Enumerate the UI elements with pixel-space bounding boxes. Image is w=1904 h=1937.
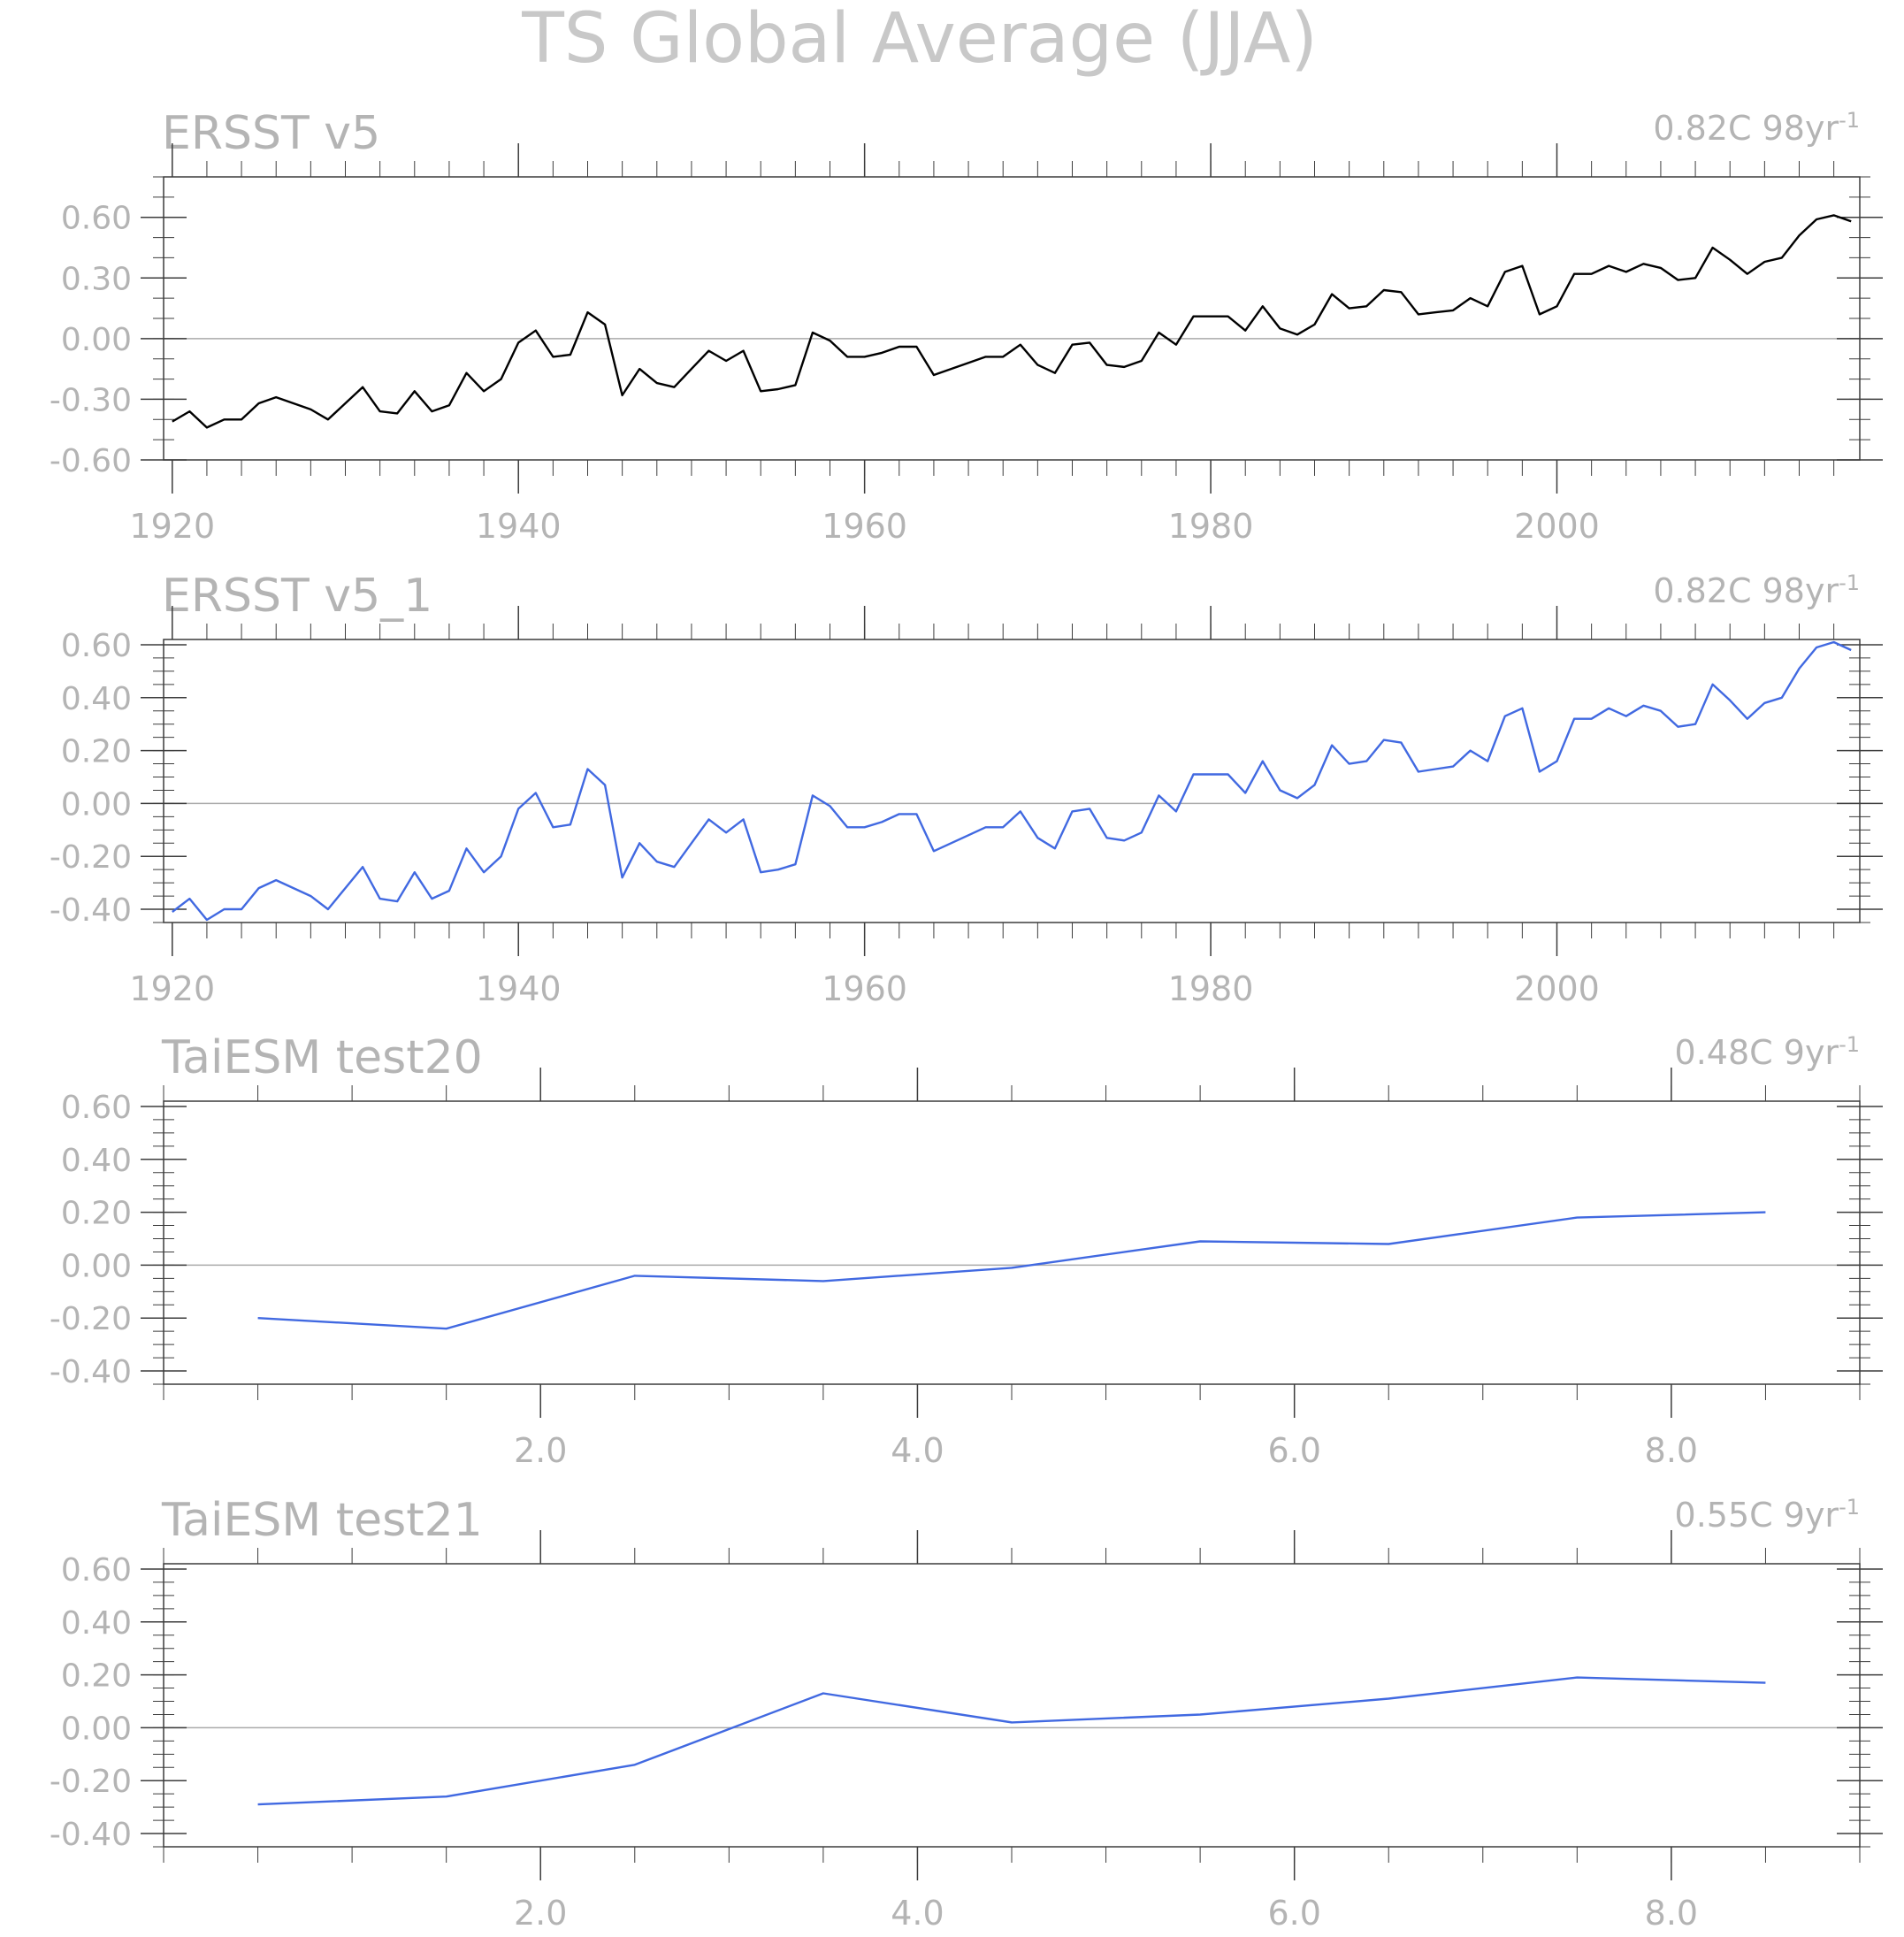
- series-line: [172, 640, 1852, 922]
- trend-annotation: 0.82C 98yr-1: [1653, 570, 1860, 610]
- x-tick-label: 6.0: [1267, 1431, 1320, 1470]
- y-tick-label: 0.20: [61, 734, 132, 770]
- x-tick-label: 1920: [129, 969, 215, 1008]
- y-tick-label: 0.20: [61, 1658, 132, 1695]
- plot-frame: [163, 1563, 1861, 1848]
- plot-frame: [163, 639, 1861, 923]
- x-tick-label: 1920: [129, 507, 215, 546]
- y-tick-label: 0.60: [61, 1552, 132, 1589]
- panel-title: ERSST v5_1: [162, 570, 432, 623]
- trend-annotation: 0.82C 98yr-1: [1653, 108, 1860, 148]
- y-tick-label: -0.20: [50, 1764, 132, 1800]
- y-tick-label: -0.40: [50, 1817, 132, 1853]
- trend-annotation: 0.55C 9yr-1: [1675, 1495, 1860, 1535]
- x-tick-label: 2.0: [514, 1431, 567, 1470]
- panels: ERSST v5 0.82C 98yr-1 -0.60 -0.30 0.00 0.30 0.…: [50, 107, 1883, 1933]
- y-tick-label: 0.00: [61, 322, 132, 358]
- trend-annotation: 0.48C 9yr-1: [1675, 1032, 1860, 1072]
- x-tick-label: 2000: [1514, 969, 1600, 1008]
- y-tick-label: 0.40: [61, 1605, 132, 1642]
- y-tick-label: -0.60: [50, 443, 132, 479]
- y-tick-label: 0.60: [61, 628, 132, 664]
- figure-title: TS Global Average (JJA): [521, 0, 1318, 79]
- y-tick-label: 0.00: [61, 786, 132, 823]
- y-tick-label: 0.40: [61, 1143, 132, 1179]
- y-tick-label: -0.30: [50, 382, 132, 418]
- series-line: [172, 214, 1852, 429]
- x-tick-label: 1960: [822, 969, 907, 1008]
- y-tick-label: 0.00: [61, 1248, 132, 1284]
- chart-panel-2: ERSST v5_1 0.82C 98yr-1 -0.40 -0.20 0.00 0.20…: [50, 570, 1883, 1008]
- y-tick-label: -0.20: [50, 1301, 132, 1337]
- x-tick-label: 8.0: [1645, 1894, 1698, 1933]
- x-tick-label: 1980: [1168, 969, 1254, 1008]
- x-tick-label: 8.0: [1645, 1431, 1698, 1470]
- y-tick-label: 0.30: [61, 261, 132, 297]
- series-line: [257, 1676, 1766, 1806]
- y-tick-label: 0.20: [61, 1196, 132, 1232]
- plot-frame: [163, 1100, 1861, 1385]
- x-tick-label: 1940: [476, 507, 562, 546]
- plot-frame: [163, 176, 1861, 461]
- x-tick-label: 1940: [476, 969, 562, 1008]
- y-tick-label: -0.20: [50, 839, 132, 876]
- x-tick-label: 4.0: [891, 1431, 944, 1470]
- chart-panel-1: ERSST v5 0.82C 98yr-1 -0.60 -0.30 0.00 0.30 0.…: [50, 107, 1883, 546]
- y-tick-label: 0.60: [61, 201, 132, 237]
- y-tick-label: 0.40: [61, 681, 132, 717]
- series-line: [257, 1211, 1766, 1330]
- y-tick-label: 0.60: [61, 1090, 132, 1126]
- y-tick-label: -0.40: [50, 1354, 132, 1390]
- chart-panel-3: TaiESM test20 0.48C 9yr-1 -0.40 -0.20 0.00 0.…: [50, 1031, 1883, 1470]
- panel-title: TaiESM test20: [161, 1031, 483, 1084]
- x-tick-label: 1980: [1168, 507, 1254, 546]
- x-tick-label: 4.0: [891, 1894, 944, 1933]
- x-tick-label: 6.0: [1267, 1894, 1320, 1933]
- x-tick-label: 1960: [822, 507, 907, 546]
- y-tick-label: -0.40: [50, 892, 132, 929]
- y-tick-label: 0.00: [61, 1711, 132, 1747]
- panel-title: ERSST v5: [162, 107, 380, 160]
- chart-panel-4: TaiESM test21 0.55C 9yr-1 -0.40 -0.20 0.00 0.…: [50, 1494, 1883, 1933]
- x-tick-label: 2.0: [514, 1894, 567, 1933]
- panel-title: TaiESM test21: [161, 1494, 483, 1547]
- x-tick-label: 2000: [1514, 507, 1600, 546]
